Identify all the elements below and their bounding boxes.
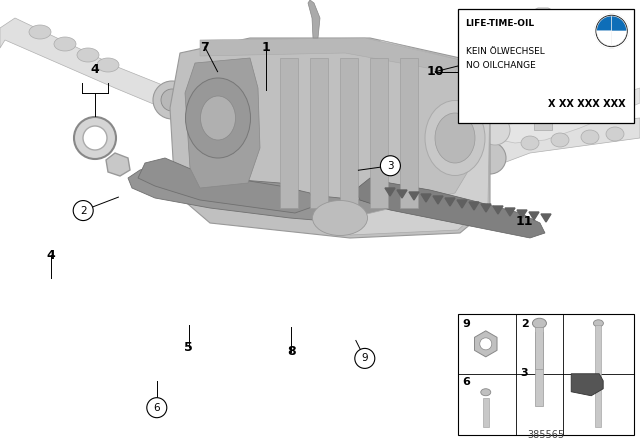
Ellipse shape (83, 126, 107, 150)
Text: 9: 9 (463, 319, 470, 328)
Bar (483, 398, 489, 426)
Bar (310, 58, 328, 208)
Bar (536, 327, 543, 369)
Text: 8: 8 (287, 345, 296, 358)
Polygon shape (409, 192, 419, 200)
Polygon shape (308, 0, 320, 38)
Bar (400, 58, 418, 208)
Text: 4: 4 (91, 63, 99, 76)
Ellipse shape (593, 320, 604, 327)
Polygon shape (421, 194, 431, 202)
Ellipse shape (186, 78, 250, 158)
Ellipse shape (581, 130, 599, 144)
Text: 385565: 385565 (527, 430, 564, 440)
Polygon shape (457, 200, 467, 208)
Ellipse shape (606, 127, 624, 141)
Polygon shape (469, 202, 479, 210)
Polygon shape (385, 188, 395, 196)
Ellipse shape (480, 115, 510, 145)
Ellipse shape (54, 37, 76, 51)
Polygon shape (355, 178, 545, 238)
Polygon shape (517, 210, 527, 218)
Polygon shape (445, 198, 455, 206)
Polygon shape (480, 118, 640, 168)
Text: 2: 2 (521, 319, 529, 328)
Text: 3: 3 (521, 368, 528, 378)
Polygon shape (350, 40, 490, 235)
Polygon shape (200, 38, 460, 73)
Wedge shape (596, 31, 612, 46)
Bar (595, 325, 602, 426)
Text: 2: 2 (80, 206, 86, 215)
Polygon shape (481, 204, 491, 212)
Polygon shape (170, 38, 490, 238)
Ellipse shape (425, 100, 485, 176)
Circle shape (73, 201, 93, 220)
Text: 4: 4 (47, 249, 56, 262)
Ellipse shape (97, 58, 119, 72)
Polygon shape (397, 190, 407, 198)
Polygon shape (128, 163, 400, 228)
Polygon shape (541, 214, 551, 222)
Ellipse shape (153, 81, 191, 119)
Text: 1: 1 (261, 40, 270, 54)
Ellipse shape (74, 117, 116, 159)
Polygon shape (106, 153, 130, 176)
Bar (522, 28, 564, 73)
Polygon shape (138, 158, 315, 213)
Ellipse shape (161, 89, 183, 111)
Ellipse shape (77, 48, 99, 62)
Text: NO OILCHANGE: NO OILCHANGE (466, 61, 535, 70)
Ellipse shape (532, 318, 547, 328)
Bar (458, 9, 634, 123)
Bar (458, 314, 634, 435)
Ellipse shape (481, 389, 491, 396)
Wedge shape (596, 16, 612, 31)
Wedge shape (612, 16, 627, 31)
Bar (534, 116, 552, 130)
Text: BMW: BMW (534, 43, 552, 47)
Text: KEIN ÖLWECHSEL: KEIN ÖLWECHSEL (466, 47, 545, 56)
Bar (370, 58, 388, 208)
Ellipse shape (474, 142, 506, 174)
Circle shape (380, 156, 401, 176)
Circle shape (595, 14, 628, 48)
Wedge shape (612, 31, 627, 46)
Circle shape (480, 338, 492, 350)
Polygon shape (488, 88, 640, 143)
Text: 6: 6 (463, 377, 470, 387)
Ellipse shape (200, 96, 236, 140)
Bar (536, 332, 543, 406)
Text: LIFE-TIME-OIL: LIFE-TIME-OIL (466, 19, 535, 28)
Circle shape (147, 398, 167, 418)
Ellipse shape (29, 25, 51, 39)
Polygon shape (433, 196, 443, 204)
Ellipse shape (312, 201, 367, 236)
Circle shape (355, 349, 375, 368)
Ellipse shape (435, 113, 475, 163)
Bar (536, 96, 550, 118)
Ellipse shape (551, 133, 569, 147)
Polygon shape (0, 18, 185, 113)
Polygon shape (571, 374, 603, 396)
Ellipse shape (521, 136, 539, 150)
Text: 6: 6 (154, 403, 160, 413)
Text: 11: 11 (516, 215, 534, 228)
Bar (340, 58, 358, 208)
Text: 3: 3 (387, 161, 394, 171)
Text: 7: 7 (200, 40, 209, 54)
Polygon shape (185, 58, 260, 188)
Text: X XX XXX XXX: X XX XXX XXX (548, 99, 625, 109)
Polygon shape (505, 208, 515, 216)
Polygon shape (518, 8, 570, 103)
Text: 10: 10 (426, 65, 444, 78)
Bar (280, 58, 298, 208)
Text: Drive: Drive (536, 52, 550, 57)
Text: 9: 9 (362, 353, 368, 363)
Text: 5: 5 (184, 340, 193, 354)
Polygon shape (529, 212, 539, 220)
Polygon shape (493, 206, 503, 214)
